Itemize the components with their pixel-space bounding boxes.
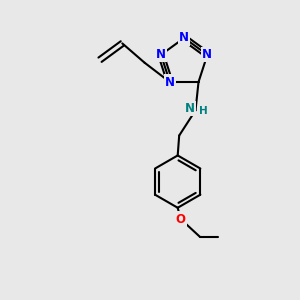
Text: N: N <box>179 32 189 44</box>
Text: N: N <box>202 48 212 61</box>
Text: H: H <box>199 106 207 116</box>
Text: N: N <box>165 76 175 88</box>
Text: O: O <box>176 213 186 226</box>
Text: N: N <box>185 102 195 115</box>
Text: N: N <box>156 48 166 61</box>
